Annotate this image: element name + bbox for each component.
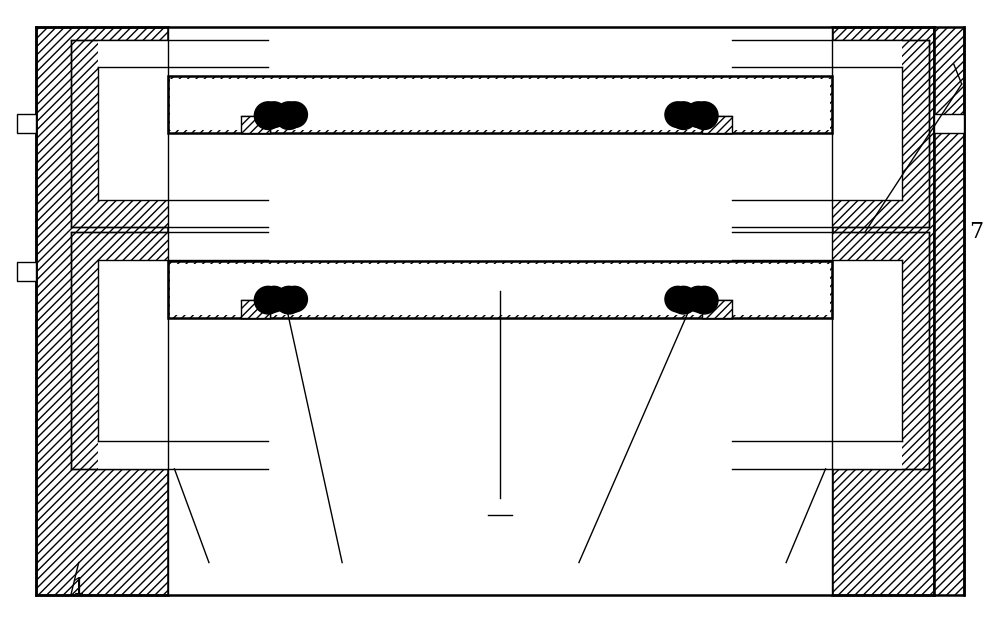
Bar <box>168 261 832 318</box>
Bar <box>702 300 732 318</box>
Bar <box>17 114 36 134</box>
Bar <box>832 27 934 595</box>
Bar <box>36 27 168 595</box>
Text: 7: 7 <box>969 221 983 243</box>
Circle shape <box>685 102 711 127</box>
Circle shape <box>254 286 282 314</box>
Bar <box>168 134 832 261</box>
Bar <box>168 76 832 134</box>
Bar <box>168 27 832 76</box>
Text: 5: 5 <box>335 578 349 599</box>
Circle shape <box>261 286 287 312</box>
Bar <box>71 232 268 469</box>
Bar <box>241 300 270 318</box>
Circle shape <box>665 286 691 312</box>
Text: 4: 4 <box>779 578 793 599</box>
Circle shape <box>282 286 307 312</box>
Bar <box>241 260 270 442</box>
Text: 3: 3 <box>202 578 216 599</box>
Bar <box>934 27 964 595</box>
Circle shape <box>665 102 691 127</box>
Bar <box>732 232 929 469</box>
Bar <box>934 114 964 134</box>
Bar <box>168 27 832 595</box>
Circle shape <box>685 286 711 312</box>
Circle shape <box>670 286 697 314</box>
Bar <box>702 116 732 134</box>
Circle shape <box>282 102 307 127</box>
Text: 2: 2 <box>493 513 507 535</box>
Bar <box>170 264 830 315</box>
Bar <box>168 76 832 134</box>
Circle shape <box>275 102 303 129</box>
Circle shape <box>254 102 282 129</box>
Bar <box>98 40 241 199</box>
Bar <box>241 116 270 134</box>
Bar <box>241 300 270 318</box>
Circle shape <box>261 102 287 127</box>
Bar <box>241 116 270 134</box>
Bar <box>702 300 732 318</box>
Bar <box>759 260 902 469</box>
Bar <box>730 260 759 442</box>
Bar <box>730 67 759 199</box>
Bar <box>702 116 732 134</box>
Circle shape <box>690 102 718 129</box>
Bar <box>168 318 832 595</box>
Circle shape <box>690 286 718 314</box>
Bar <box>17 261 36 281</box>
Bar <box>241 67 270 199</box>
Text: 1: 1 <box>72 578 86 599</box>
Bar <box>71 40 268 227</box>
Circle shape <box>275 286 303 314</box>
Bar <box>170 79 830 130</box>
Bar <box>98 260 241 469</box>
Circle shape <box>670 102 697 129</box>
Text: 6: 6 <box>572 578 586 599</box>
Bar <box>168 261 832 318</box>
Bar <box>732 40 929 227</box>
Bar <box>759 40 902 199</box>
